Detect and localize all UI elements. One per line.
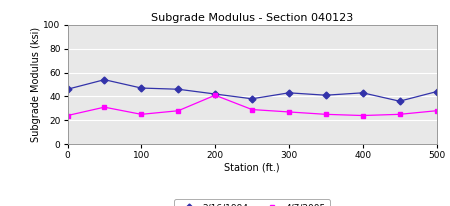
4/7/2005: [176, 110, 181, 112]
2/16/1994: [212, 93, 218, 95]
4/7/2005: [212, 94, 218, 96]
4/7/2005: [102, 106, 107, 108]
4/7/2005: [397, 113, 402, 116]
4/7/2005: [65, 114, 70, 117]
2/16/1994: [323, 94, 328, 96]
Line: 2/16/1994: 2/16/1994: [65, 77, 439, 104]
2/16/1994: [360, 92, 365, 94]
2/16/1994: [176, 88, 181, 90]
2/16/1994: [249, 98, 255, 100]
4/7/2005: [286, 111, 292, 113]
4/7/2005: [249, 108, 255, 111]
Y-axis label: Subgrade Modulus (ksi): Subgrade Modulus (ksi): [31, 27, 40, 142]
2/16/1994: [139, 87, 144, 89]
2/16/1994: [397, 100, 402, 102]
X-axis label: Station (ft.): Station (ft.): [224, 163, 280, 173]
Legend: 2/16/1994, 4/7/2005: 2/16/1994, 4/7/2005: [174, 199, 330, 206]
2/16/1994: [434, 90, 439, 93]
2/16/1994: [102, 78, 107, 81]
2/16/1994: [65, 88, 70, 90]
4/7/2005: [323, 113, 328, 116]
2/16/1994: [286, 92, 292, 94]
Title: Subgrade Modulus - Section 040123: Subgrade Modulus - Section 040123: [151, 13, 353, 22]
4/7/2005: [360, 114, 365, 117]
Line: 4/7/2005: 4/7/2005: [65, 93, 439, 118]
4/7/2005: [434, 110, 439, 112]
4/7/2005: [139, 113, 144, 116]
